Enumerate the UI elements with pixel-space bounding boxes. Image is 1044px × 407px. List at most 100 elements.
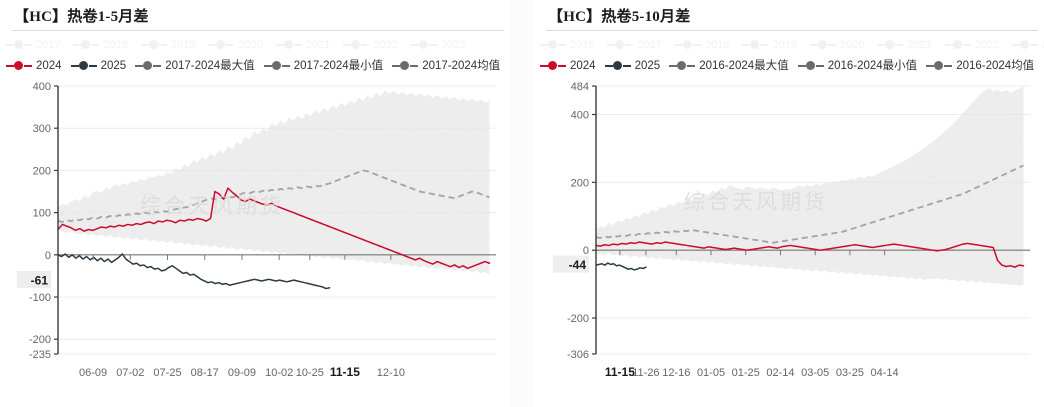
legend-item-r-2018[interactable]: 2018 [674,38,730,51]
faded-year-line [595,199,1024,248]
legend-row-main-right: 2024 2025 2016-2024最大值 2016-2024最小值 2016-202… [540,55,1040,76]
y-axis-highlight-label: -44 [569,258,587,272]
legend-item-label: 2019 [772,38,797,51]
legend-item-l-2019[interactable]: 2019 [140,38,196,51]
y-axis-tick-label: 200 [33,165,51,177]
x-axis-tick-label: 12-10 [377,367,405,379]
legend-marker-icon [797,60,824,71]
legend-item-l-2023[interactable]: 2023 [410,38,466,51]
legend-row-main-left: 2024 2025 2017-2024最大值 2017-2024最小值 2017-202… [6,55,506,76]
legend-item-label: 2021 [907,38,932,51]
legend-item-label: 2020 [238,38,263,51]
legend-item-label: 2022 [974,38,1000,51]
x-axis-highlight-label: 11-15 [605,365,635,379]
x-axis-tick-label: 09-09 [228,367,256,379]
y-axis-tick-label: -306 [567,349,589,361]
line-series-2025 [57,253,331,290]
faded-year-line [57,132,490,217]
x-axis-tick-label: 10-25 [296,367,324,379]
legend-item-r-2016-2024[interactable]: 2016-2024最小值 [797,59,918,72]
legend-item-label: 2025 [634,59,661,72]
legend-marker-icon [6,39,32,50]
legend-item-label: 2016 [570,38,595,51]
line-series-2024 [57,187,491,270]
legend-marker-icon [669,60,696,71]
y-axis-tick-label: 200 [571,177,589,189]
legend-item-label: 2023 [440,38,466,51]
y-axis-tick-label: -200 [567,313,589,325]
y-axis-tick-label: 484 [571,81,589,93]
x-axis-highlight-label: 11-15 [330,365,360,379]
legend-item-r-2023[interactable]: 2023 [1012,39,1044,51]
y-axis-tick-label: 0 [583,245,589,257]
x-axis-tick-label: 10-02 [265,367,293,379]
legend-marker-icon [392,60,419,71]
line-series-2025 [595,262,647,271]
legend-item-l-2021[interactable]: 2021 [275,39,330,51]
legend-item-l-2024[interactable]: 2024 [6,60,62,72]
faded-year-line [57,208,490,243]
faded-year-line [595,134,1024,239]
legend-marker-icon [410,39,437,50]
legend-marker-icon [6,60,32,71]
y-axis-tick-label: 300 [33,123,51,135]
legend-item-l-2018[interactable]: 2018 [73,39,128,51]
legend-marker-icon [135,60,162,71]
legend-item-l-2022[interactable]: 2022 [343,39,398,51]
legend-marker-icon [73,39,100,50]
legend-item-r-2024[interactable]: 2024 [540,60,596,72]
legend-item-l-2017[interactable]: 2017 [6,39,60,51]
legend-item-l-2025[interactable]: 2025 [70,59,127,72]
legend-marker-icon [607,39,634,50]
legend-item-l-2020[interactable]: 2020 [208,38,263,51]
legend-item-label: 2016-2024最小值 [827,59,918,72]
faded-year-line [57,114,490,214]
legend-item-r-2016-2024[interactable]: 2016-2024均值 [926,60,1034,72]
legend-marker-icon [604,60,631,71]
legend-item-r-2019[interactable]: 2019 [742,38,797,51]
legend-marker-icon [877,39,904,50]
legend-item-r-2016-2024[interactable]: 2016-2024最大值 [669,60,789,72]
legend-item-r-2025[interactable]: 2025 [604,59,661,72]
faded-year-line [57,153,490,218]
legend-marker-icon [674,39,701,50]
x-axis-tick-label: 08-17 [191,367,219,379]
legend-row-faded-right: 2016 2017 2018 2019 2020 2021 2022 2023 [540,34,1044,55]
legend-item-label: 2017-2024均值 [422,59,501,72]
panel-hc-1-5: 【HC】热卷1-5月差 2017 2018 2019 2020 2021 2022 2023… [0,0,510,407]
legend-marker-icon [343,39,370,50]
legend-item-label: 2017-2024最大值 [165,59,255,72]
legend-right: 20162017201820192020202120222023 2024202… [534,31,1044,78]
legend-item-label: 2016-2024均值 [956,59,1035,72]
title-divider-left [12,30,504,31]
page-title-left: 【HC】热卷1-5月差 [14,9,149,25]
legend-marker-icon [926,60,953,71]
line-mean [595,164,1024,244]
chart-right: 484 400 200 0 -200 -306 -44 11-15 11-26 12-16 01-0… [534,78,1044,396]
legend-item-r-2020[interactable]: 2020 [809,38,865,51]
y-axis-tick-label: 0 [45,250,51,262]
legend-item-l-2017-2024[interactable]: 2017-2024均值 [392,60,500,72]
line-series-2024 [595,241,1025,268]
legend-item-r-2021[interactable]: 2021 [877,38,932,51]
legend-item-r-2016[interactable]: 2016 [540,39,594,51]
faded-year-line [595,116,1024,237]
legend-item-label: 2025 [100,59,127,72]
y-axis-highlight-label: -61 [31,274,49,288]
page-title-right: 【HC】热卷5-10月差 [548,9,691,25]
legend-item-l-2017-2024[interactable]: 2017-2024最大值 [135,60,255,72]
legend-item-label: 2020 [839,38,865,51]
x-axis-tick-label: 07-02 [116,367,144,379]
legend-marker-icon [70,60,97,71]
y-axis-tick-label: -235 [29,349,51,361]
legend-item-r-2022[interactable]: 2022 [944,38,1000,51]
legend-item-l-2017-2024[interactable]: 2017-2024最小值 [263,60,383,72]
y-highlight-box [17,271,51,289]
title-divider-right [546,30,1038,31]
legend-left: 2017 2018 2019 2020 2021 2022 2023 2024 2025 201… [0,31,510,78]
legend-item-r-2017[interactable]: 2017 [607,39,662,51]
legend-item-label: 2019 [170,38,196,51]
x-axis-tick-label: 02-14 [766,367,794,379]
legend-item-label: 2018 [704,38,730,51]
